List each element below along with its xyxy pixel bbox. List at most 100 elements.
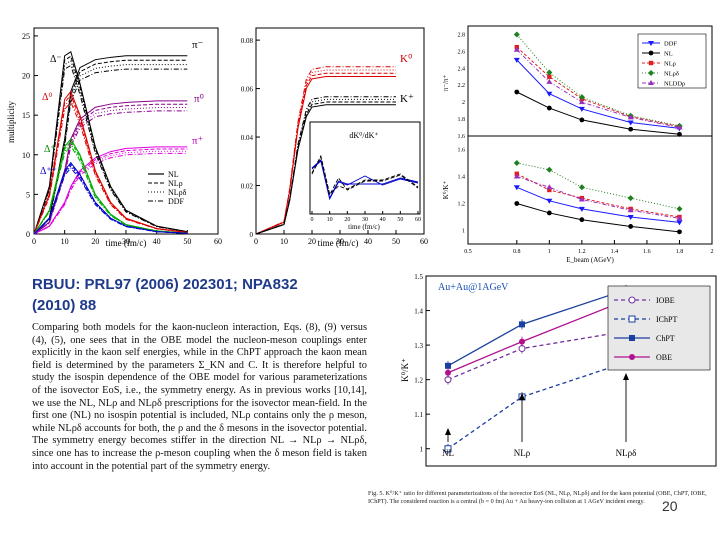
- inset-x-tick-label: 30: [362, 217, 368, 223]
- data-point: [513, 173, 520, 179]
- label-k-zero: K⁰: [400, 53, 413, 65]
- x-tick-label: 20: [91, 237, 99, 246]
- series-line-Δ⁰: [33, 101, 188, 235]
- chart-kaon-multiplicity: 0 0.02 0.04 0.06 0.08 0 10 20 30 40 50 60 time (fm…: [241, 27, 428, 248]
- data-point: [578, 196, 585, 202]
- series-line-Δ⁰: [33, 90, 188, 235]
- data-point: [676, 215, 683, 221]
- x-tick-label: 0: [254, 237, 258, 246]
- y-tick-label-top: 1.8: [458, 117, 466, 123]
- series-line-OBE: [447, 299, 627, 374]
- arrow-head: [623, 373, 629, 380]
- y-axis-label: K⁰/K⁺: [400, 358, 410, 382]
- x-tick-label: 0: [32, 237, 36, 246]
- y-tick-label: 20: [22, 72, 30, 81]
- y-tick-label: 25: [22, 32, 30, 41]
- label-k-plus: K⁺: [400, 93, 414, 105]
- data-point: [546, 105, 552, 111]
- label-delta-plusplus: Δ⁺⁺: [40, 166, 57, 177]
- legend-marker: [648, 41, 654, 46]
- x-tick-label: 40: [364, 237, 372, 246]
- data-point: [445, 369, 451, 376]
- arrow-label: NLρδ: [616, 448, 637, 458]
- arrow-head: [519, 393, 525, 400]
- inset-x-tick-label: 60: [415, 217, 421, 223]
- x-tick-label: 0.5: [464, 249, 472, 255]
- x-tick-label: 20: [308, 237, 316, 246]
- legend-item: DDF: [168, 197, 185, 206]
- series-line-Δ⁺⁺: [33, 165, 188, 235]
- series-line-DDF: [516, 186, 680, 223]
- y-tick-label-bottom: 1.2: [458, 202, 466, 208]
- data-point: [627, 114, 634, 120]
- y-tick-label: 5: [26, 190, 30, 199]
- series-line-K⁺: [255, 96, 396, 235]
- legend-marker: [648, 70, 654, 76]
- data-point: [514, 201, 520, 206]
- series-line-Δ⁻: [33, 55, 188, 235]
- x-tick-label: 30: [336, 237, 344, 246]
- data-point: [514, 89, 520, 95]
- legend-item: OBE: [656, 353, 672, 362]
- inset-series-line: [311, 160, 419, 201]
- y-tick-label: 0: [250, 231, 254, 239]
- data-point: [546, 166, 553, 173]
- x-tick-label: 50: [392, 237, 400, 246]
- y-tick-label: 0.04: [241, 134, 254, 142]
- series-line-IChPT: [447, 361, 627, 450]
- series-line-Δ⁰: [33, 93, 188, 235]
- plot-frame-bottom: [467, 135, 713, 245]
- series-line-K⁰: [255, 69, 396, 235]
- data-point: [628, 126, 634, 132]
- y-tick-label-top: 2.2: [458, 83, 466, 89]
- x-tick-label: 40: [153, 237, 161, 246]
- annotation-au-au: Au+Au@1AGeV: [438, 282, 509, 293]
- plot-frame: [425, 275, 717, 467]
- data-point: [578, 99, 585, 105]
- legend-marker: [628, 296, 636, 304]
- inset: dK⁰/dK⁺ 0 10 20 30 40 50 60 time (fm/c): [309, 121, 421, 231]
- x-tick-label: 60: [214, 237, 222, 246]
- x-tick-label: 1.2: [578, 249, 586, 255]
- data-point: [444, 445, 452, 453]
- data-point: [676, 220, 683, 226]
- data-point: [445, 362, 451, 369]
- chart-kaon-ratio-models: 11.11.21.31.41.5 K⁰/K⁺ Au+Au@1AGeV IOBEI…: [400, 273, 717, 467]
- inset-x-tick-label: 40: [380, 217, 386, 223]
- inset-x-axis-label: time (fm/c): [348, 223, 380, 231]
- legend-item: IChPT: [656, 315, 677, 324]
- paper-paragraph: Comparing both models for the kaon-nucle…: [32, 322, 367, 472]
- data-point: [627, 207, 634, 213]
- data-point: [546, 78, 553, 84]
- series-line-Δ⁺⁺: [33, 163, 188, 235]
- legend-item: NLρδ: [664, 71, 679, 78]
- y-tick-label: 1.5: [414, 273, 423, 281]
- x-axis-label: time (fm/c): [318, 238, 359, 248]
- legend-item: NLρδ: [168, 188, 187, 197]
- label-delta-plus: Δ⁺: [44, 144, 56, 155]
- data-point: [578, 94, 585, 101]
- y-tick-label-top: 2.8: [458, 32, 466, 38]
- y-tick-label: 1: [420, 446, 424, 454]
- x-tick-label: 30: [122, 237, 130, 246]
- y-tick-label: 1.2: [414, 377, 423, 385]
- inset-x-tick-label: 20: [344, 217, 350, 223]
- legend-item: NL: [664, 51, 673, 58]
- y-axis-label: multiplicity: [6, 101, 16, 143]
- series-line-Δ⁺: [33, 142, 188, 235]
- series-line-K⁰: [255, 72, 396, 235]
- series-line-NL: [516, 203, 680, 233]
- legend-item: NLDDρ: [664, 81, 685, 88]
- data-point: [627, 120, 634, 126]
- data-point: [513, 160, 520, 166]
- data-point: [546, 91, 553, 97]
- data-point: [546, 69, 553, 76]
- series-line-Δ⁺: [33, 145, 188, 235]
- y-tick-label-top: 1.6: [458, 134, 466, 140]
- data-point: [513, 57, 520, 63]
- inset-x-tick-label: 10: [327, 217, 333, 223]
- legend-item: IOBE: [656, 296, 675, 305]
- x-tick-label: 1: [548, 249, 551, 255]
- arrow-label: NL: [442, 448, 454, 458]
- series-line-NLρ: [516, 173, 680, 218]
